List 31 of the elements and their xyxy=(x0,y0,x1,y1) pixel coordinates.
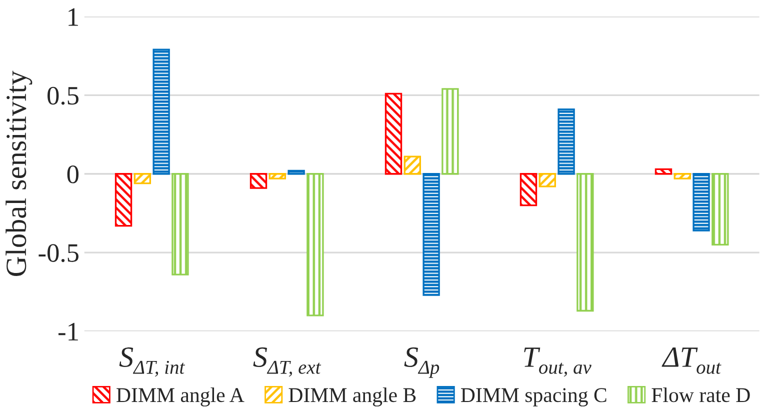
bar xyxy=(152,48,170,175)
bar xyxy=(288,170,305,175)
y-axis-title: Global sensitivity xyxy=(6,70,32,276)
bar xyxy=(538,173,556,188)
bar xyxy=(654,168,672,175)
y-tick-label: -1 xyxy=(58,322,78,340)
bar xyxy=(250,173,268,189)
y-tick-label: 1 xyxy=(68,8,78,26)
bar xyxy=(442,88,459,175)
bar xyxy=(172,173,189,276)
legend-label: Flow rate D xyxy=(652,387,750,402)
bar xyxy=(576,173,594,312)
bar xyxy=(674,173,691,180)
bar xyxy=(114,173,132,227)
bar xyxy=(422,173,440,296)
bar xyxy=(384,92,402,175)
bar xyxy=(692,173,710,232)
y-tick-label: 0 xyxy=(67,165,79,184)
x-tick-label: Tout, av xyxy=(524,348,592,377)
bar xyxy=(520,173,538,206)
bar xyxy=(712,173,729,246)
bar xyxy=(558,108,575,175)
bar xyxy=(134,173,152,184)
legend-label: DIMM angle A xyxy=(116,387,244,406)
bar xyxy=(404,156,421,175)
y-tick-label: -0.5 xyxy=(38,244,78,262)
y-tick-label: 0.5 xyxy=(48,86,78,105)
bar xyxy=(306,173,324,316)
bar xyxy=(268,173,286,180)
legend-label: DIMM spacing C xyxy=(460,388,606,406)
legend-label: DIMM angle B xyxy=(288,387,416,406)
